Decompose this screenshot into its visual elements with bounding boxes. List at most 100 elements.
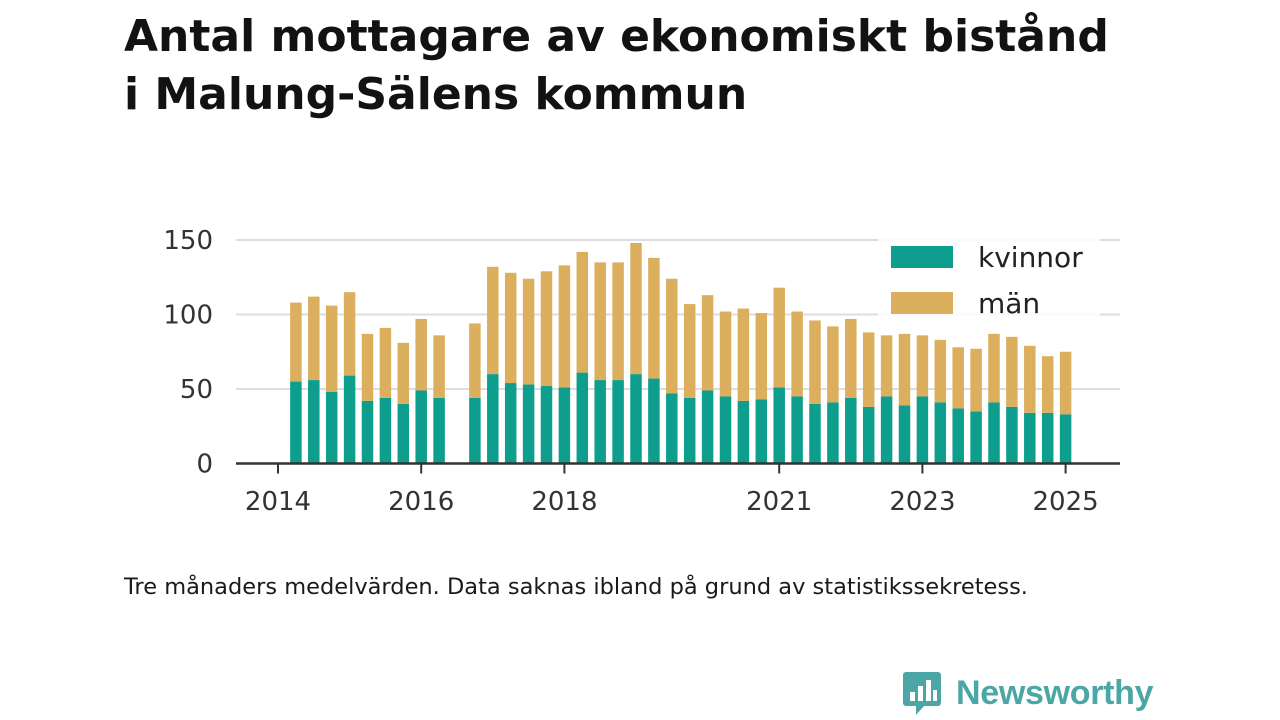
stacked-bar-chart: 0 50 100 150 2014 2016 2018 2021 2023 2025 kvinno… (163, 226, 1120, 517)
bar-man (755, 313, 768, 400)
bar-kvinnor (719, 396, 732, 464)
bar-kvinnor (952, 408, 964, 464)
x-tick-label: 2016 (388, 487, 454, 517)
bar-kvinnor (379, 397, 392, 464)
x-tick-label: 2023 (889, 487, 955, 517)
x-tick-label: 2021 (746, 487, 812, 517)
bar-kvinnor (666, 393, 678, 464)
legend-label: män (978, 287, 1040, 320)
bar-man (701, 295, 714, 391)
bar-kvinnor (487, 374, 499, 464)
bar-kvinnor (1059, 414, 1072, 464)
bar-man (397, 342, 410, 404)
legend-swatch (891, 292, 953, 314)
bar-kvinnor (361, 400, 374, 464)
bar-man (719, 311, 732, 397)
bar-man (648, 257, 660, 379)
bar-kvinnor (934, 402, 947, 464)
bar-kvinnor (290, 381, 302, 464)
bar-man (898, 333, 911, 406)
legend-swatch (891, 246, 953, 268)
bar-kvinnor (522, 384, 535, 464)
bar-kvinnor (809, 403, 821, 464)
chart-bubble-icon (903, 672, 941, 715)
bar-man (666, 278, 678, 394)
bar-man (862, 332, 875, 407)
bar-man (988, 333, 1000, 403)
bar-kvinnor (683, 397, 696, 464)
legend-label: kvinnor (978, 241, 1083, 274)
x-tick-label: 2014 (245, 487, 311, 517)
axes: 0 50 100 150 2014 2016 2018 2021 2023 2025 (163, 226, 1120, 517)
bar-man (576, 251, 589, 373)
bar-kvinnor (415, 390, 427, 464)
bar-man (809, 320, 821, 404)
bar-man (916, 335, 929, 397)
bar-kvinnor (988, 402, 1000, 464)
bar-man (290, 302, 302, 382)
bar-man (1024, 345, 1036, 413)
y-tick-label: 100 (163, 301, 213, 331)
bar-kvinnor (827, 402, 839, 464)
bar-man (469, 323, 481, 398)
bar-man (612, 262, 624, 381)
bar-man (325, 305, 338, 392)
bar-man (1059, 351, 1072, 415)
bar-kvinnor (916, 396, 929, 464)
bar-man (540, 271, 553, 387)
bar-kvinnor (880, 396, 893, 464)
bar-man (558, 265, 571, 388)
bar-kvinnor (308, 380, 320, 464)
bar-kvinnor (325, 391, 338, 464)
bar-man (1006, 336, 1018, 407)
y-tick-label: 0 (196, 450, 213, 480)
x-tick-label: 2025 (1033, 487, 1099, 517)
bar-kvinnor (1041, 412, 1054, 464)
y-tick-label: 50 (180, 375, 213, 405)
bar-kvinnor (469, 397, 481, 464)
bar-kvinnor (343, 375, 356, 464)
bar-man (845, 318, 857, 398)
bar-kvinnor (773, 387, 785, 464)
bar-man (880, 335, 893, 397)
bar-man (522, 278, 535, 385)
title-line-1: Antal mottagare av ekonomiskt bistånd (124, 11, 1109, 62)
bar-man (952, 347, 964, 409)
bar-man (487, 266, 499, 375)
bar-man (970, 348, 982, 412)
bar-man (630, 242, 642, 375)
bar-kvinnor (612, 380, 624, 464)
x-tick-label: 2018 (531, 487, 597, 517)
bar-man (791, 311, 803, 397)
bar-man (683, 304, 696, 398)
bar-kvinnor (540, 386, 553, 464)
bar-group (290, 242, 1072, 464)
bar-kvinnor (845, 397, 857, 464)
brand-name: Newsworthy (956, 673, 1154, 712)
chart-caption: Tre månaders medelvärden. Data saknas ib… (124, 574, 1028, 600)
bar-kvinnor (594, 380, 606, 464)
bar-kvinnor (504, 383, 517, 464)
chart-title: Antal mottagare av ekonomiskt bistånd i … (124, 8, 1224, 124)
bar-man (308, 296, 320, 381)
bar-kvinnor (701, 390, 714, 464)
bar-kvinnor (433, 397, 445, 464)
bar-kvinnor (648, 378, 660, 464)
bar-man (594, 262, 606, 381)
bar-kvinnor (1006, 406, 1018, 464)
bar-man (361, 333, 374, 401)
bar-kvinnor (898, 405, 911, 464)
bar-kvinnor (1024, 412, 1036, 464)
title-line-2: i Malung-Sälens kommun (124, 69, 748, 120)
bar-kvinnor (558, 387, 571, 464)
bar-kvinnor (397, 403, 410, 464)
brand-logo[interactable]: Newsworthy (902, 668, 1154, 718)
bar-man (379, 327, 392, 398)
bar-kvinnor (576, 372, 589, 464)
y-tick-label: 150 (163, 226, 213, 256)
bar-man (433, 335, 445, 398)
bar-kvinnor (630, 374, 642, 464)
bar-kvinnor (970, 411, 982, 464)
bar-man (934, 339, 947, 403)
bar-man (773, 287, 785, 388)
